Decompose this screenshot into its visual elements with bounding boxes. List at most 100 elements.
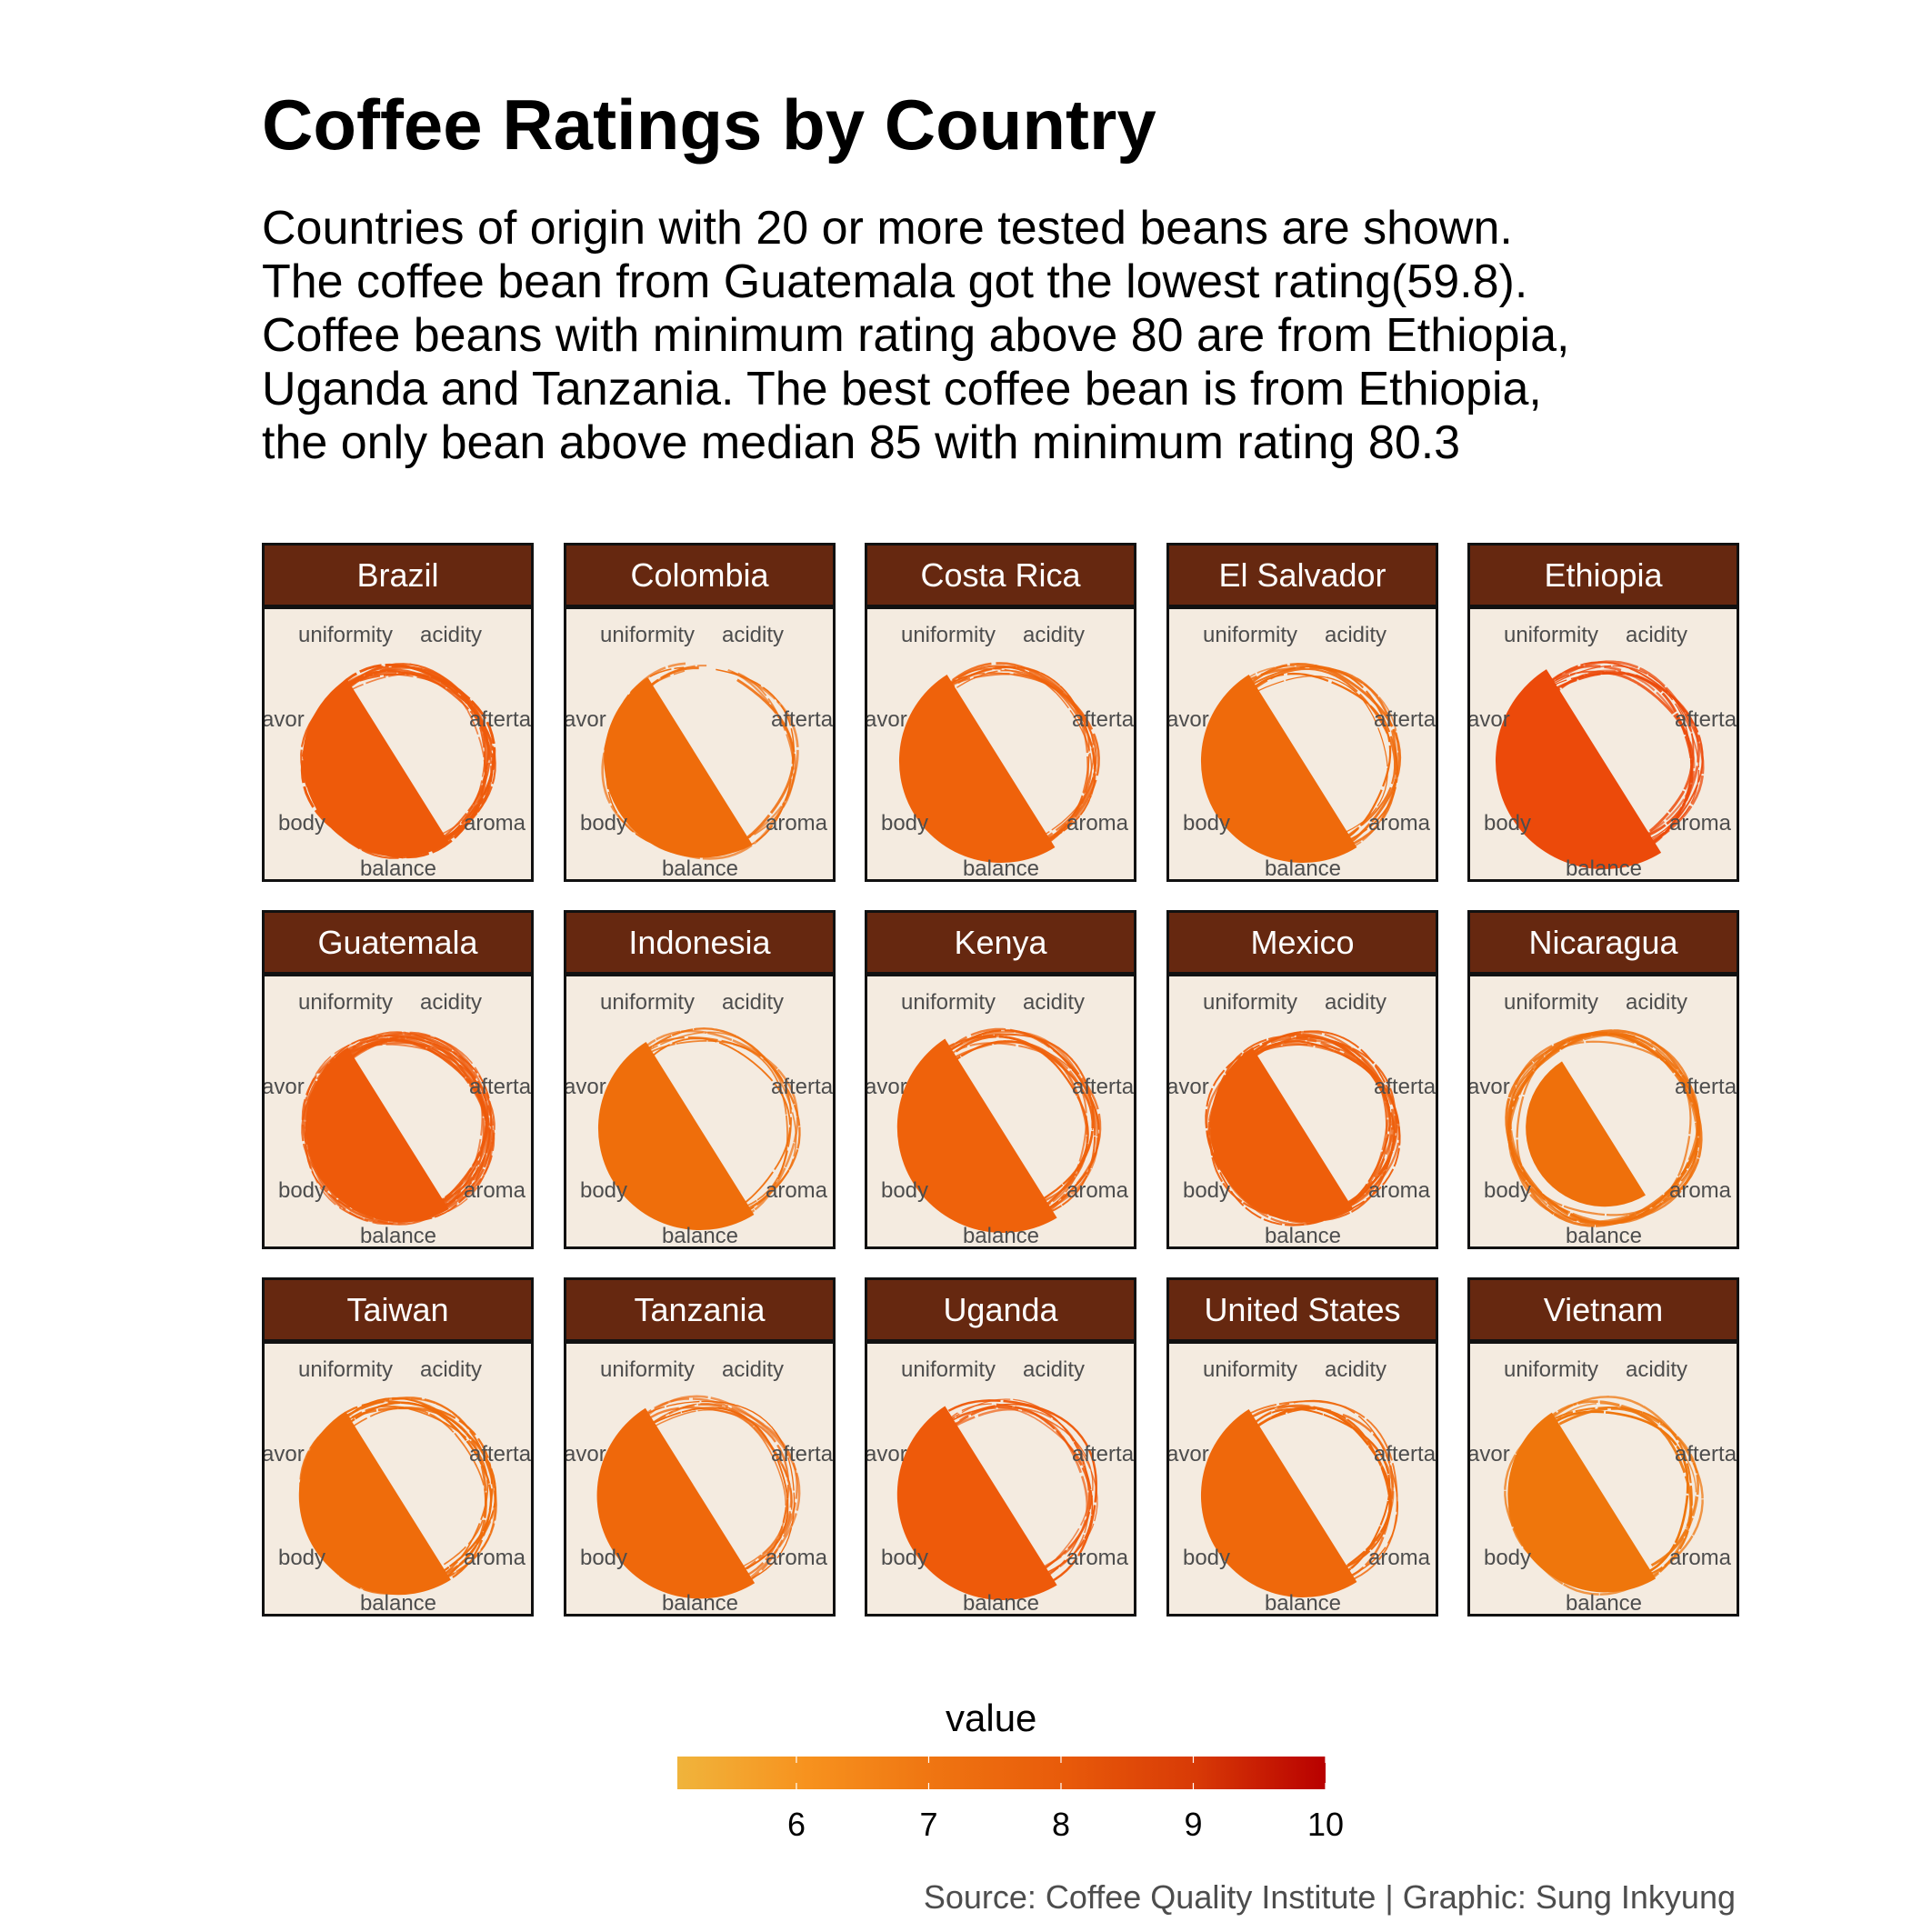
axis-label: body: [580, 1546, 627, 1570]
rating-ring-stroke: [1507, 1031, 1701, 1226]
radial-plot: uniformity acidity afterta aroma balance body…: [566, 623, 834, 879]
axis-label: balance: [1265, 1591, 1341, 1616]
legend-tick-label: 10: [1306, 1806, 1345, 1843]
chart-caption: Source: Coffee Quality Institute | Graph…: [923, 1878, 1736, 1916]
axis-label: body: [278, 1546, 325, 1570]
chart-subtitle: Countries of origin with 20 or more test…: [262, 202, 1569, 470]
axis-label: body: [1183, 1546, 1230, 1570]
axis-label: acidity: [1626, 990, 1687, 1015]
axis-label: avor: [865, 1442, 907, 1467]
facet-plot-area: uniformity acidity afterta aroma balance body…: [262, 606, 534, 882]
axis-label: balance: [1265, 1224, 1341, 1248]
rating-wedge: [604, 677, 753, 858]
axis-label: acidity: [1325, 1357, 1386, 1382]
axis-label: afterta: [1072, 1442, 1135, 1467]
axis-label: uniformity: [1203, 623, 1297, 647]
axis-label: body: [1484, 1178, 1531, 1203]
facet-panel: Kenya uniformity acidity afterta aroma balanc…: [865, 910, 1136, 1249]
rating-wedge: [597, 1042, 755, 1231]
radial-plot: uniformity acidity afterta aroma balance body…: [1470, 990, 1737, 1246]
rating-wedge: [1526, 1061, 1646, 1207]
radial-plot: uniformity acidity afterta aroma balance body…: [1470, 623, 1737, 879]
facet-plot-area: uniformity acidity afterta aroma balance body…: [564, 974, 836, 1249]
axis-label: balance: [360, 1591, 436, 1616]
axis-label: afterta: [469, 1075, 532, 1099]
axis-label: uniformity: [600, 990, 695, 1015]
radial-plot: uniformity acidity afterta aroma balance body…: [1169, 623, 1436, 881]
facet-plot-area: uniformity acidity afterta aroma balance body…: [262, 974, 534, 1249]
axis-label: uniformity: [298, 623, 393, 647]
axis-label: body: [580, 811, 627, 836]
radial-plot: uniformity acidity afterta aroma balance body…: [265, 990, 532, 1248]
subtitle-line: the only bean above median 85 with minim…: [262, 416, 1461, 469]
axis-label: acidity: [722, 623, 784, 647]
axis-label: balance: [963, 856, 1039, 881]
facet-strip-label: Colombia: [564, 543, 836, 607]
axis-label: uniformity: [901, 623, 996, 647]
chart-title: Coffee Ratings by Country: [262, 85, 1156, 165]
facet-plot-area: uniformity acidity afterta aroma balance body…: [1166, 606, 1438, 882]
facet-strip-label: Nicaragua: [1467, 910, 1739, 975]
facet-strip-label: Taiwan: [262, 1277, 534, 1342]
axis-label: balance: [1265, 856, 1341, 881]
facet-strip-label: Vietnam: [1467, 1277, 1739, 1342]
rating-ring-stroke: [1516, 1040, 1692, 1216]
axis-label: body: [1484, 1546, 1531, 1570]
axis-label: acidity: [1626, 623, 1687, 647]
axis-label: aroma: [1066, 1178, 1129, 1203]
rating-ring-strokes: [301, 1031, 496, 1226]
rating-ring-stroke: [608, 1036, 793, 1221]
legend-tick-label: 9: [1184, 1806, 1203, 1843]
radial-plot: uniformity acidity afterta aroma balance body…: [265, 1357, 532, 1616]
axis-label: uniformity: [1203, 1357, 1297, 1382]
axis-label: aroma: [1669, 1546, 1732, 1570]
axis-label: acidity: [1023, 990, 1085, 1015]
axis-label: uniformity: [901, 1357, 996, 1382]
facet-strip-label: Costa Rica: [865, 543, 1136, 607]
axis-label: balance: [963, 1591, 1039, 1616]
axis-label: afterta: [771, 707, 834, 732]
rating-wedge: [898, 675, 1056, 864]
rating-wedge: [298, 1411, 451, 1596]
facet-plot-area: uniformity acidity afterta aroma balance body…: [1467, 974, 1739, 1249]
axis-label: balance: [1566, 1591, 1642, 1616]
rating-wedge: [305, 1047, 449, 1223]
axis-label: acidity: [722, 990, 784, 1015]
axis-label: body: [881, 811, 928, 836]
radial-plot: uniformity acidity afterta aroma balance body…: [865, 623, 1134, 881]
rating-wedge: [896, 1038, 1057, 1233]
axis-label: aroma: [1368, 811, 1431, 836]
axis-label: avor: [865, 707, 907, 732]
facet-plot-area: uniformity acidity afterta aroma balance body…: [262, 1341, 534, 1617]
radial-plot: uniformity acidity afterta aroma balance body…: [867, 990, 1134, 1246]
axis-label: avor: [1467, 1442, 1510, 1467]
facet-strip-label: Tanzania: [564, 1277, 836, 1342]
rating-wedge: [1495, 669, 1662, 870]
rating-ring-stroke: [1508, 1033, 1699, 1224]
axis-label: afterta: [469, 1442, 532, 1467]
axis-label: aroma: [1368, 1178, 1431, 1203]
axis-label: balance: [360, 1224, 436, 1248]
facet-strip-label: Brazil: [262, 543, 534, 607]
rating-wedge: [1507, 1412, 1657, 1593]
facet-panel: Tanzania uniformity acidity afterta aroma bal…: [564, 1277, 836, 1617]
radial-plot: uniformity acidity afterta aroma balance body…: [1467, 1357, 1737, 1616]
rating-ring-strokes: [902, 662, 1100, 860]
axis-label: aroma: [1066, 811, 1129, 836]
legend-title: value: [946, 1697, 1037, 1739]
axis-label: acidity: [1626, 1357, 1687, 1382]
axis-label: uniformity: [600, 1357, 695, 1382]
facet-panel: Colombia uniformity acidity afterta aroma bal…: [564, 543, 836, 882]
axis-label: aroma: [464, 1546, 526, 1570]
axis-label: avor: [564, 1442, 606, 1467]
facet-plot-area: uniformity acidity afterta aroma balance body…: [865, 974, 1136, 1249]
rating-wedge: [596, 1407, 756, 1599]
axis-label: body: [278, 1178, 325, 1203]
facet-strip-label: Uganda: [865, 1277, 1136, 1342]
axis-label: balance: [662, 1591, 738, 1616]
axis-label: acidity: [420, 623, 482, 647]
axis-label: aroma: [464, 1178, 526, 1203]
rating-wedge: [1200, 1409, 1357, 1598]
axis-label: acidity: [1023, 1357, 1085, 1382]
